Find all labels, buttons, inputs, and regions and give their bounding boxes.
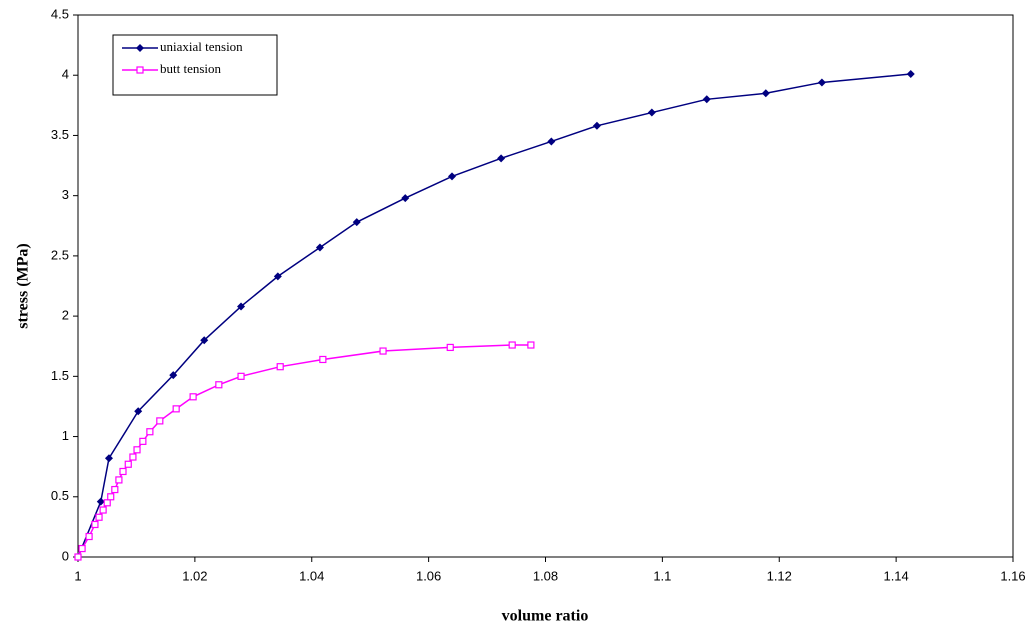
- marker: [508, 341, 516, 349]
- marker: [133, 446, 141, 454]
- marker: [379, 347, 387, 355]
- marker: [104, 454, 113, 463]
- marker: [172, 405, 180, 413]
- x-tick-label: 1.12: [767, 568, 792, 583]
- y-tick-label: 3.5: [51, 127, 69, 142]
- marker: [319, 355, 327, 364]
- marker: [647, 108, 656, 117]
- marker: [91, 520, 99, 529]
- marker: [401, 194, 410, 203]
- series-line: [77, 344, 531, 558]
- marker: [74, 553, 82, 561]
- marker: [136, 44, 144, 52]
- marker: [146, 428, 154, 436]
- marker: [129, 453, 137, 461]
- marker: [352, 218, 361, 227]
- marker: [237, 302, 246, 311]
- x-tick-label: 1.04: [299, 568, 324, 583]
- marker: [96, 497, 105, 506]
- marker: [119, 467, 127, 476]
- marker: [276, 363, 284, 371]
- marker: [702, 95, 711, 104]
- y-tick-label: 1: [62, 428, 69, 443]
- x-tick-label: 1.14: [883, 568, 908, 583]
- y-tick-label: 4: [62, 67, 69, 82]
- x-tick-label: 1.08: [533, 568, 558, 583]
- marker: [215, 381, 223, 389]
- marker: [124, 460, 132, 468]
- marker: [85, 532, 93, 541]
- marker: [446, 343, 454, 352]
- x-tick-label: 1: [74, 568, 81, 583]
- y-axis-label: stress (MPa): [15, 243, 32, 328]
- marker: [107, 493, 115, 501]
- legend-label: uniaxial tension: [160, 39, 243, 54]
- y-tick-label: 2: [62, 308, 69, 323]
- x-tick-label: 1.02: [182, 568, 207, 583]
- marker: [99, 506, 107, 514]
- marker: [527, 341, 535, 349]
- y-tick-label: 2.5: [51, 247, 69, 262]
- marker: [169, 371, 178, 380]
- legend-label: butt tension: [160, 61, 222, 76]
- marker: [95, 513, 103, 521]
- marker: [448, 172, 456, 181]
- marker: [817, 78, 826, 87]
- y-tick-label: 1.5: [51, 368, 69, 383]
- series-line: [77, 73, 911, 558]
- x-axis-label: volume ratio: [502, 608, 589, 625]
- marker: [78, 544, 86, 553]
- y-tick-label: 4.5: [51, 6, 69, 21]
- marker: [139, 437, 147, 445]
- x-tick-label: 1.1: [653, 568, 671, 583]
- marker: [592, 121, 601, 130]
- y-tick-label: 0.5: [51, 488, 69, 503]
- marker: [906, 70, 915, 79]
- marker: [134, 407, 143, 416]
- marker: [189, 393, 197, 401]
- marker: [111, 485, 119, 494]
- plot-frame: [77, 14, 1014, 558]
- marker: [237, 372, 245, 380]
- marker: [761, 89, 770, 98]
- marker: [103, 499, 111, 507]
- marker: [273, 272, 282, 281]
- y-tick-label: 0: [62, 548, 69, 563]
- y-tick-label: 3: [62, 187, 69, 202]
- marker: [315, 243, 324, 252]
- marker: [497, 154, 506, 163]
- marker: [547, 137, 556, 146]
- x-tick-label: 1.16: [1000, 568, 1025, 583]
- marker: [136, 66, 144, 74]
- marker: [156, 417, 164, 425]
- marker: [200, 336, 209, 345]
- marker: [115, 476, 123, 484]
- x-tick-label: 1.06: [416, 568, 441, 583]
